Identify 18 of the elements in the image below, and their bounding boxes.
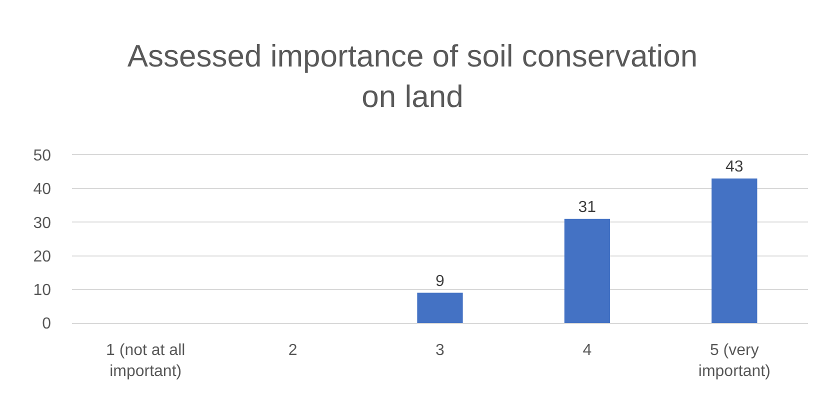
y-tick-label: 20 [33,248,52,266]
chart-title: Assessed importance of soil conservation on land [127,38,698,114]
y-tick-label: 50 [33,148,52,165]
y-tick-label: 30 [33,214,52,232]
data-label: 9 [436,272,444,290]
x-tick-label: 3 [436,342,445,360]
x-tick-label: 4 [582,342,592,360]
bar [712,178,758,323]
x-tick-label: 2 [288,342,298,360]
y-tick-label: 0 [42,316,52,333]
bar [564,218,610,323]
y-tick-label: 40 [33,181,52,198]
x-tick-label: 1 (not at all important) [106,342,186,380]
bar [417,292,463,323]
data-label: 43 [725,158,744,176]
data-label: 31 [578,198,596,216]
y-tick-label: 10 [33,282,52,299]
x-tick-label: 5 (very important) [698,342,770,380]
